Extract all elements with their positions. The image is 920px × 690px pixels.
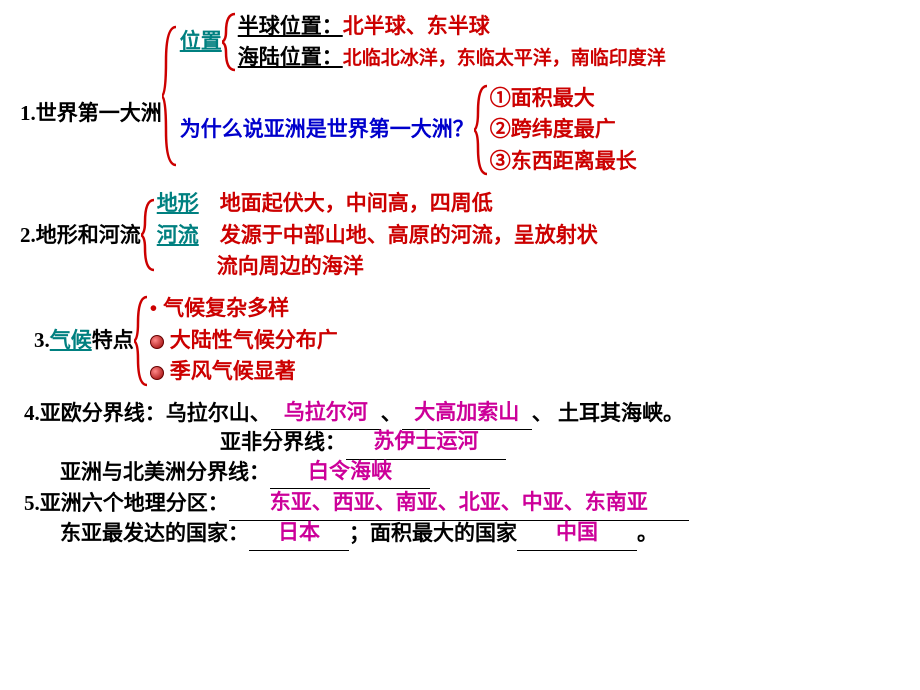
s2-num: 2.: [20, 223, 36, 247]
climate-label: 气候: [50, 328, 92, 352]
s1-num: 1.: [20, 101, 36, 125]
section-3: 3.气候特点 •气候复杂多样 大陆性气候分布广 季风气候显著: [34, 293, 900, 389]
blank-3: 苏伊士运河: [374, 429, 479, 453]
section-2: 2.地形和河流 地形 地面起伏大，中间高，四周低 河流 发源于中部山地、高原的河…: [20, 188, 900, 283]
blank-5: 东亚、西亚、南亚、北亚、中亚、东南亚: [270, 490, 648, 514]
bullet-icon: •: [150, 296, 157, 320]
s4-num: 4.: [24, 401, 40, 425]
s3-content: •气候复杂多样 大陆性气候分布广 季风气候显著: [150, 293, 338, 388]
s3-num: 3.: [34, 328, 50, 352]
blank-7: 中国: [556, 520, 598, 544]
brace-icon: [134, 293, 150, 389]
s1-a1: ①面积最大: [490, 83, 637, 115]
brace-icon: [141, 196, 157, 274]
s5-dev: 东亚最发达的国家：: [60, 521, 249, 545]
sep1: 、: [381, 401, 402, 425]
river-val1: 发源于中部山地、高原的河流，呈放射状: [220, 223, 598, 247]
s1-question: 为什么说亚洲是世界第一大洲？: [180, 114, 474, 146]
s1-content: 位置 半球位置：北半球、东半球 海陆位置：北临北冰洋，东临太平洋，南临印度洋 为…: [180, 10, 666, 182]
river-label: 河流: [157, 223, 199, 247]
blank-4: 白令海峡: [308, 459, 392, 483]
sep2: 、 土耳其海峡。: [532, 401, 684, 425]
s3-feat: 特点: [92, 328, 134, 352]
s1-label: 1.世界第一大洲: [20, 98, 162, 130]
sep3: ；面积最大的国家: [349, 521, 517, 545]
loc-content: 半球位置：北半球、东半球 海陆位置：北临北冰洋，东临太平洋，南临印度洋: [238, 11, 666, 74]
blank-1: 乌拉尔河: [284, 400, 368, 424]
blank-2: 大高加索山: [414, 400, 519, 424]
s4-eur: 亚欧分界线：乌拉尔山、: [40, 401, 271, 425]
s4-na: 亚洲与北美洲分界线：: [60, 460, 270, 484]
sea-val: 北临北冰洋，东临太平洋，南临印度洋: [343, 48, 666, 69]
s1-title: 世界第一大洲: [36, 101, 162, 125]
dot-icon: [150, 335, 164, 349]
river-val2: 流向周边的海洋: [217, 254, 364, 278]
brace-icon: [222, 10, 238, 74]
dot-icon: [150, 366, 164, 380]
hemi-label: 半球位置：: [238, 14, 343, 38]
s3-p1: 气候复杂多样: [163, 296, 289, 320]
brace-icon: [162, 21, 180, 171]
s3-p2: 大陆性气候分布广: [170, 328, 338, 352]
terrain-label: 地形: [157, 191, 199, 215]
s1-answers: ①面积最大 ②跨纬度最广 ③东西距离最长: [490, 83, 637, 178]
s5-end: 。: [637, 521, 658, 545]
s5-num: 5.: [24, 491, 40, 515]
loc-label: 位置: [180, 26, 222, 58]
s2-label: 2.地形和河流: [20, 220, 141, 252]
sea-label: 海陆位置：: [238, 45, 343, 69]
s5-reg: 亚洲六个地理分区：: [40, 491, 229, 515]
s3-label: 3.气候特点: [34, 325, 134, 357]
s2-title: 地形和河流: [36, 223, 141, 247]
section-5: 5.亚洲六个地理分区： 东亚、西亚、南亚、北亚、中亚、东南亚 东亚最发达的国家： 日…: [20, 485, 900, 550]
brace-icon: [474, 82, 490, 178]
s4-afr: 亚非分界线：: [220, 430, 346, 454]
blank-6: 日本: [278, 520, 320, 544]
s2-content: 地形 地面起伏大，中间高，四周低 河流 发源于中部山地、高原的河流，呈放射状 流…: [157, 188, 598, 283]
section-1: 1.世界第一大洲 位置 半球位置：北半球、东半球 海陆位置：北临北冰洋，东临太平…: [20, 10, 900, 182]
hemi-val: 北半球、东半球: [343, 14, 490, 38]
s3-p3: 季风气候显著: [170, 359, 296, 383]
s1-a3: ③东西距离最长: [490, 146, 637, 178]
section-4: 4.亚欧分界线：乌拉尔山、乌拉尔河、大高加索山、 土耳其海峡。 亚非分界线： 苏伊…: [20, 395, 900, 490]
terrain-val: 地面起伏大，中间高，四周低: [220, 191, 493, 215]
s1-a2: ②跨纬度最广: [490, 114, 637, 146]
